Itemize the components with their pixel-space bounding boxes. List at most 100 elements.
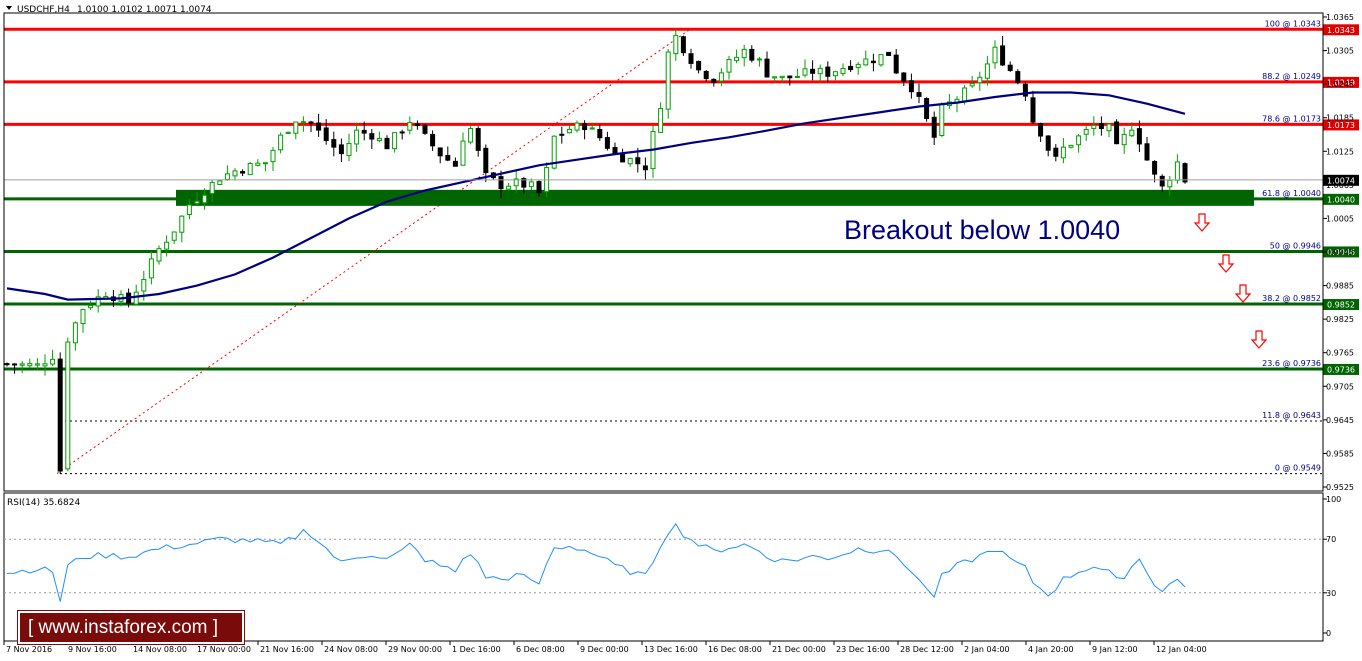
candle-body — [810, 68, 816, 74]
candle-body — [285, 131, 291, 134]
time-tick-label: 7 Nov 2016 — [6, 645, 52, 654]
candle-body — [475, 128, 481, 151]
candle-body — [870, 60, 876, 64]
candle-body — [384, 137, 390, 150]
chart-symbol: USDCHF,H4 — [17, 5, 70, 15]
price-tick-label: 0.9945 — [1326, 248, 1354, 257]
time-tick-label: 9 Dec 00:00 — [580, 645, 629, 654]
candle-body — [1136, 128, 1142, 145]
price-tick-label: 0.9645 — [1326, 416, 1354, 425]
candle-body — [1030, 97, 1036, 123]
fib-level-label: 88.2 @ 1.0249 — [1262, 72, 1321, 81]
candle-body — [323, 127, 329, 142]
price-tag — [1323, 24, 1359, 36]
candle-body — [141, 278, 147, 292]
candle-body — [1182, 163, 1188, 183]
candle-body — [1174, 161, 1180, 181]
candle-body — [787, 75, 793, 79]
candle-body — [863, 58, 869, 66]
candle-body — [209, 181, 215, 195]
fib-level-label: 100 @ 1.0343 — [1265, 19, 1321, 28]
candle-body — [566, 128, 572, 134]
time-tick-label: 29 Nov 00:00 — [388, 645, 442, 654]
dropdown-triangle-icon[interactable] — [6, 6, 12, 10]
candle-body — [331, 139, 337, 148]
current-price-tag — [1323, 174, 1359, 186]
candle-body — [1091, 124, 1097, 129]
rsi-tick-label: 70 — [1326, 535, 1336, 544]
candle-body — [240, 171, 246, 174]
candle-body — [1159, 175, 1165, 187]
fib-level-label: 38.2 @ 0.9852 — [1262, 294, 1321, 303]
breakout-annotation: Breakout below 1.0040 — [844, 215, 1120, 245]
candle-body — [931, 116, 937, 138]
candle-body — [262, 162, 268, 165]
candle-body — [794, 75, 800, 78]
price-tick-label: 1.0245 — [1326, 80, 1354, 89]
price-tick-label: 1.0005 — [1326, 214, 1354, 223]
candle-body — [270, 149, 276, 163]
candle-body — [939, 104, 945, 136]
candle-body — [1038, 123, 1044, 137]
candle-body — [962, 87, 968, 102]
candle-body — [749, 48, 755, 61]
candle-body — [255, 162, 261, 166]
candle-body — [726, 59, 732, 73]
candle-body — [460, 140, 466, 166]
candle-body — [1121, 133, 1127, 146]
candle-body — [908, 80, 914, 93]
down-arrow-icon — [1193, 213, 1211, 232]
candle-body — [696, 60, 702, 71]
current-price-label: 1.0074 — [1327, 176, 1355, 185]
candle-body — [148, 258, 154, 279]
time-tick-label: 1 Dec 16:00 — [452, 645, 501, 654]
candle-body — [95, 296, 101, 307]
price-tick-label: 0.9825 — [1326, 315, 1354, 324]
candle-body — [72, 322, 78, 344]
candle-body — [817, 67, 823, 75]
candle-body — [232, 170, 238, 177]
candle-body — [680, 36, 686, 54]
candle-body — [42, 363, 48, 367]
candle-body — [1068, 144, 1074, 148]
candle-body — [338, 144, 344, 155]
candle-body — [1152, 160, 1158, 175]
candle-body — [703, 70, 709, 80]
time-tick-label: 16 Dec 08:00 — [708, 645, 762, 654]
time-tick-label: 9 Nov 16:00 — [68, 645, 117, 654]
candle-body — [1060, 146, 1066, 159]
time-tick-label: 21 Nov 16:00 — [260, 645, 314, 654]
price-tag-label: 1.0040 — [1327, 195, 1355, 204]
candle-body — [886, 51, 892, 56]
time-tick-label: 4 Jan 20:00 — [1028, 645, 1074, 654]
candle-body — [528, 181, 534, 188]
price-tick-label: 1.0365 — [1326, 13, 1354, 22]
candle-body — [164, 241, 170, 250]
moving-average-line — [6, 91, 1186, 301]
candle-body — [1076, 135, 1082, 146]
candle-body — [445, 155, 451, 161]
candle-body — [1007, 64, 1013, 71]
candle-body — [483, 147, 489, 174]
candle-body — [278, 134, 284, 151]
candle-body — [407, 121, 413, 131]
candle-body — [399, 131, 405, 134]
down-arrow-icon — [1250, 330, 1268, 349]
candle-body — [718, 72, 724, 82]
time-tick-label: 24 Nov 08:00 — [324, 645, 378, 654]
candle-body — [756, 58, 762, 61]
candle-body — [452, 160, 458, 167]
candle-body — [711, 78, 717, 83]
candle-body — [1053, 147, 1059, 157]
candle-body — [133, 291, 139, 305]
price-tag-label: 1.0249 — [1327, 78, 1355, 87]
candle-body — [741, 48, 747, 59]
candle-body — [901, 72, 907, 82]
candle-body — [772, 76, 778, 79]
price-tick-label: 1.0185 — [1326, 114, 1354, 123]
candle-body — [589, 127, 595, 130]
instaforex-watermark[interactable]: [ www.instaforex.com ] — [17, 610, 245, 645]
candle-body — [194, 200, 200, 205]
time-tick-label: 6 Dec 08:00 — [516, 645, 565, 654]
